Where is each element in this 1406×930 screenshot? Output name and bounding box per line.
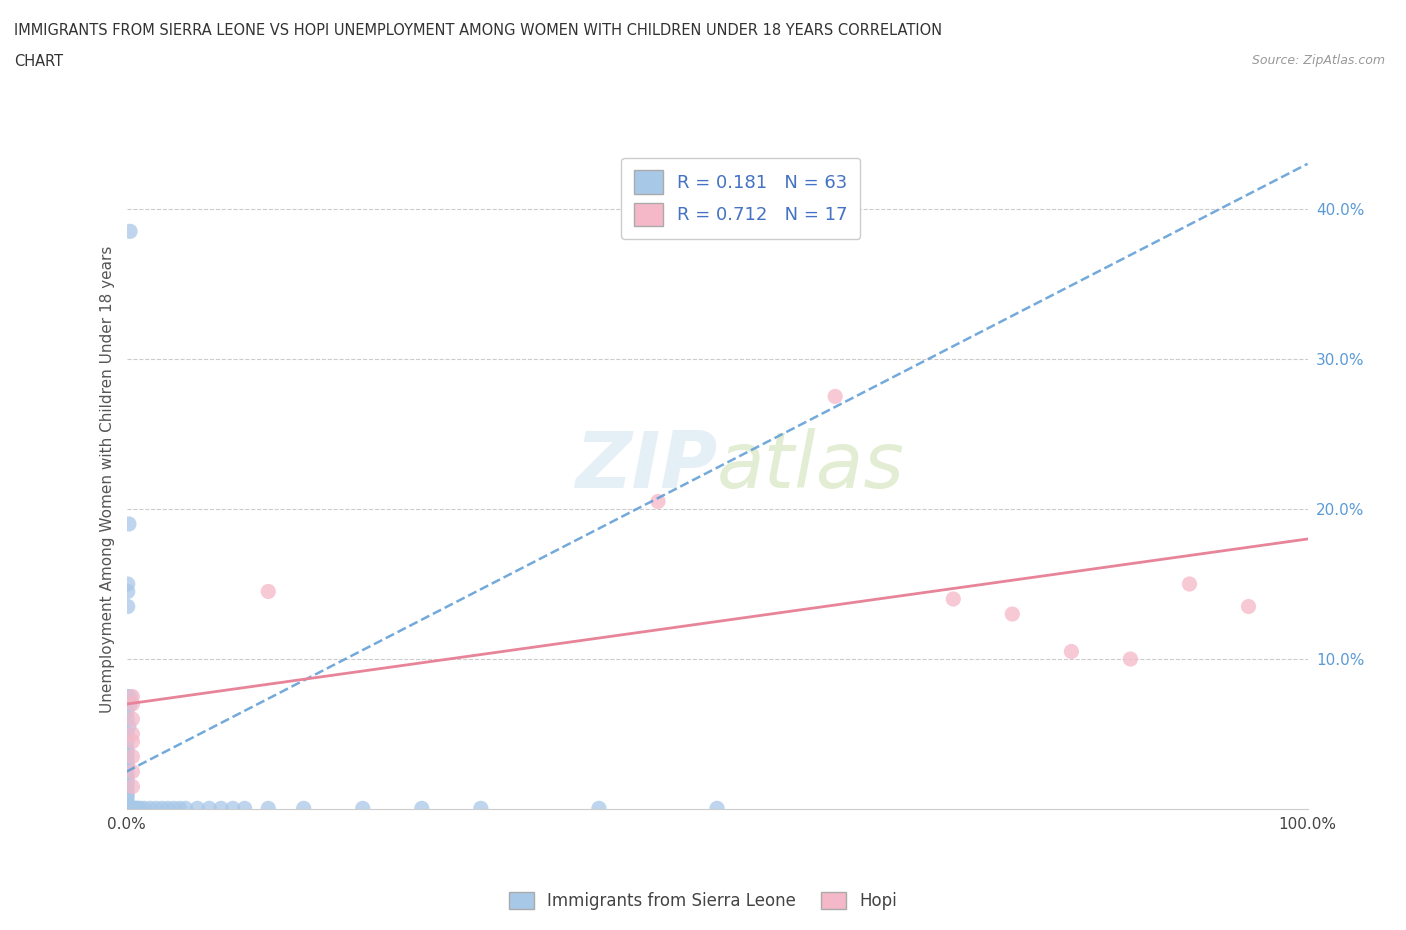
Point — [198, 801, 221, 816]
Point — [115, 753, 138, 768]
Point — [588, 801, 610, 816]
Point — [222, 801, 245, 816]
Point — [1060, 644, 1083, 659]
Point — [121, 697, 143, 711]
Point — [121, 726, 143, 741]
Point — [1178, 577, 1201, 591]
Point — [121, 779, 143, 794]
Legend: Immigrants from Sierra Leone, Hopi: Immigrants from Sierra Leone, Hopi — [502, 885, 904, 917]
Point — [121, 801, 143, 816]
Point — [121, 734, 143, 749]
Text: IMMIGRANTS FROM SIERRA LEONE VS HOPI UNEMPLOYMENT AMONG WOMEN WITH CHILDREN UNDE: IMMIGRANTS FROM SIERRA LEONE VS HOPI UNE… — [14, 23, 942, 38]
Point — [1119, 652, 1142, 667]
Point — [257, 801, 280, 816]
Point — [1237, 599, 1260, 614]
Point — [145, 801, 167, 816]
Point — [115, 797, 138, 812]
Point — [115, 787, 138, 802]
Point — [115, 760, 138, 775]
Point — [186, 801, 208, 816]
Point — [115, 768, 138, 783]
Point — [122, 801, 145, 816]
Point — [121, 711, 143, 726]
Point — [706, 801, 728, 816]
Point — [124, 801, 146, 816]
Point — [115, 775, 138, 790]
Point — [120, 697, 142, 711]
Point — [115, 790, 138, 804]
Point — [163, 801, 186, 816]
Point — [127, 801, 149, 816]
Point — [292, 801, 315, 816]
Point — [115, 784, 138, 799]
Point — [257, 584, 280, 599]
Point — [115, 711, 138, 726]
Point — [174, 801, 197, 816]
Point — [115, 794, 138, 809]
Point — [156, 801, 179, 816]
Point — [115, 689, 138, 704]
Point — [117, 599, 139, 614]
Point — [352, 801, 374, 816]
Point — [139, 801, 162, 816]
Point — [120, 801, 142, 816]
Point — [115, 772, 138, 787]
Point — [129, 801, 152, 816]
Point — [115, 801, 138, 816]
Point — [121, 764, 143, 779]
Point — [117, 584, 139, 599]
Y-axis label: Unemployment Among Women with Children Under 18 years: Unemployment Among Women with Children U… — [100, 246, 115, 712]
Point — [120, 224, 142, 239]
Point — [115, 764, 138, 779]
Point — [115, 704, 138, 719]
Point — [121, 750, 143, 764]
Point — [169, 801, 191, 816]
Point — [120, 801, 142, 816]
Point — [115, 757, 138, 772]
Point — [115, 745, 138, 760]
Text: atlas: atlas — [717, 428, 905, 504]
Point — [121, 689, 143, 704]
Point — [134, 801, 156, 816]
Point — [125, 801, 148, 816]
Point — [411, 801, 433, 816]
Point — [233, 801, 256, 816]
Point — [115, 734, 138, 749]
Point — [942, 591, 965, 606]
Point — [647, 494, 669, 509]
Point — [120, 689, 142, 704]
Point — [470, 801, 492, 816]
Text: CHART: CHART — [14, 54, 63, 69]
Point — [117, 801, 139, 816]
Point — [115, 741, 138, 756]
Point — [118, 719, 141, 734]
Point — [150, 801, 173, 816]
Text: ZIP: ZIP — [575, 428, 717, 504]
Point — [115, 800, 138, 815]
Point — [117, 577, 139, 591]
Point — [824, 389, 846, 404]
Point — [118, 801, 141, 816]
Point — [209, 801, 232, 816]
Text: Source: ZipAtlas.com: Source: ZipAtlas.com — [1251, 54, 1385, 67]
Point — [115, 726, 138, 741]
Point — [117, 801, 139, 816]
Point — [115, 779, 138, 794]
Legend: R = 0.181   N = 63, R = 0.712   N = 17: R = 0.181 N = 63, R = 0.712 N = 17 — [621, 158, 860, 238]
Point — [127, 801, 149, 816]
Point — [115, 750, 138, 764]
Point — [118, 516, 141, 531]
Point — [1001, 606, 1024, 621]
